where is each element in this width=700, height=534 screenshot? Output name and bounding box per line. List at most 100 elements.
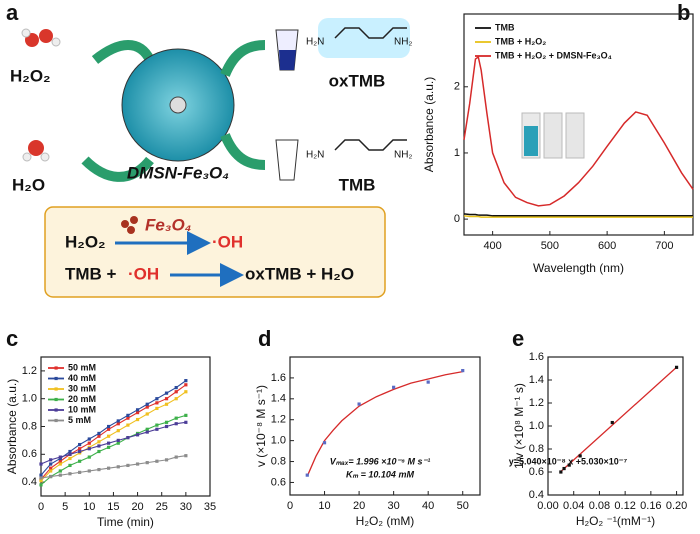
cuvette-liquid: [524, 126, 538, 156]
data-point: [322, 441, 327, 445]
data-point: [49, 466, 53, 470]
reaction-reactant: TMB +: [65, 264, 117, 283]
data-point: [174, 455, 178, 459]
data-point: [68, 463, 72, 468]
data-point: [184, 454, 188, 458]
data-point: [39, 476, 43, 480]
data-point: [184, 420, 188, 424]
data-point: [184, 383, 188, 387]
y-tick-label: 0.8: [529, 443, 544, 455]
data-point: [107, 434, 111, 438]
data-point: [155, 397, 159, 401]
series-line: [40, 380, 187, 476]
x-tick-label: 25: [156, 501, 168, 513]
y-tick-label: 0: [454, 213, 460, 225]
data-point: [97, 467, 101, 472]
series-line: [40, 384, 187, 480]
data-point: [145, 427, 149, 431]
data-point: [58, 462, 62, 466]
annotation: Kₘ = 10.104 mM: [346, 469, 414, 479]
fit-line: [560, 366, 678, 473]
legend-marker: [54, 376, 58, 381]
y-tick-label: 0.4: [22, 476, 37, 488]
series-line: [463, 215, 693, 218]
data-point: [126, 423, 130, 427]
data-point: [78, 459, 82, 463]
plot-frame: [463, 13, 694, 236]
data-point: [174, 390, 178, 394]
data-point: [305, 473, 309, 477]
x-tick-label: 0.12: [614, 500, 635, 512]
data-point: [164, 402, 169, 406]
y-tick-label: 0.6: [22, 448, 37, 460]
y-tick-label: 1: [454, 147, 460, 159]
panel-label: a: [6, 0, 19, 25]
molecule-glow: [318, 18, 410, 58]
legend-marker: [54, 408, 58, 412]
x-tick-label: 20: [353, 500, 365, 512]
data-point: [97, 431, 101, 436]
panel-label: d: [258, 326, 271, 351]
data-point: [49, 462, 53, 466]
y-tick-label: 1.6: [271, 372, 286, 384]
data-point: [39, 483, 43, 487]
atom-icon: [40, 152, 50, 162]
data-point: [145, 461, 149, 465]
data-point: [78, 449, 82, 454]
data-point: [116, 438, 120, 442]
arrow: [220, 132, 266, 170]
tube-icon: [275, 139, 299, 181]
h2o2-label: H₂O₂: [10, 66, 51, 85]
data-point: [126, 436, 130, 440]
data-point: [107, 441, 111, 445]
y-tick-label: 0.6: [271, 476, 286, 488]
data-point: [184, 413, 188, 417]
x-tick-label: 500: [541, 240, 559, 252]
series-line: [40, 391, 187, 482]
data-point: [184, 379, 188, 383]
data-point: [145, 430, 149, 434]
data-point: [68, 452, 72, 456]
x-tick-label: 5: [62, 501, 68, 513]
x-tick-label: 40: [422, 500, 434, 512]
y-tick-label: 1.2: [271, 414, 286, 426]
panel-label: b: [677, 0, 690, 25]
oxtmb-label: oxTMB: [329, 71, 386, 90]
data-point: [164, 391, 169, 395]
data-point: [126, 463, 130, 468]
x-tick-label: 0.16: [640, 500, 661, 512]
nanoparticle-core: [169, 96, 187, 114]
data-point: [567, 463, 571, 467]
x-tick-label: 50: [457, 500, 469, 512]
amine-label: H₂N: [306, 150, 324, 161]
y-tick-label: 1.2: [22, 365, 37, 377]
ox-amine-label: H₂N: [306, 37, 324, 48]
data-point: [116, 429, 120, 433]
ox-amine-label: NH₂: [394, 37, 412, 48]
data-point: [97, 444, 101, 448]
data-point: [578, 454, 582, 458]
x-tick-label: 30: [388, 500, 400, 512]
annotation: y=5.040×10⁻⁸ x +5.030×10⁻⁷: [509, 456, 628, 466]
y-axis-label: 1/v (×10⁸ M⁻¹ s): [512, 383, 526, 469]
y-tick-label: 1.2: [529, 397, 544, 409]
data-point: [164, 420, 169, 424]
y-axis-label: Absorbance (a.u.): [5, 379, 19, 474]
particle-icon: [121, 220, 129, 228]
data-point: [107, 466, 111, 470]
legend-label: 5 mM: [68, 415, 91, 425]
y-tick-label: 1.4: [529, 374, 544, 386]
data-point: [78, 447, 82, 451]
data-point: [164, 458, 169, 462]
data-point: [610, 420, 614, 425]
legend-label: 10 mM: [68, 404, 96, 414]
x-tick-label: 10: [83, 501, 95, 513]
data-point: [562, 466, 566, 471]
x-tick-label: 0: [38, 501, 44, 513]
series-line: [463, 55, 694, 207]
atom-icon: [22, 152, 32, 162]
data-point: [155, 401, 159, 405]
y-tick-label: 0.4: [529, 489, 544, 501]
data-point: [135, 408, 140, 412]
data-point: [559, 470, 563, 474]
